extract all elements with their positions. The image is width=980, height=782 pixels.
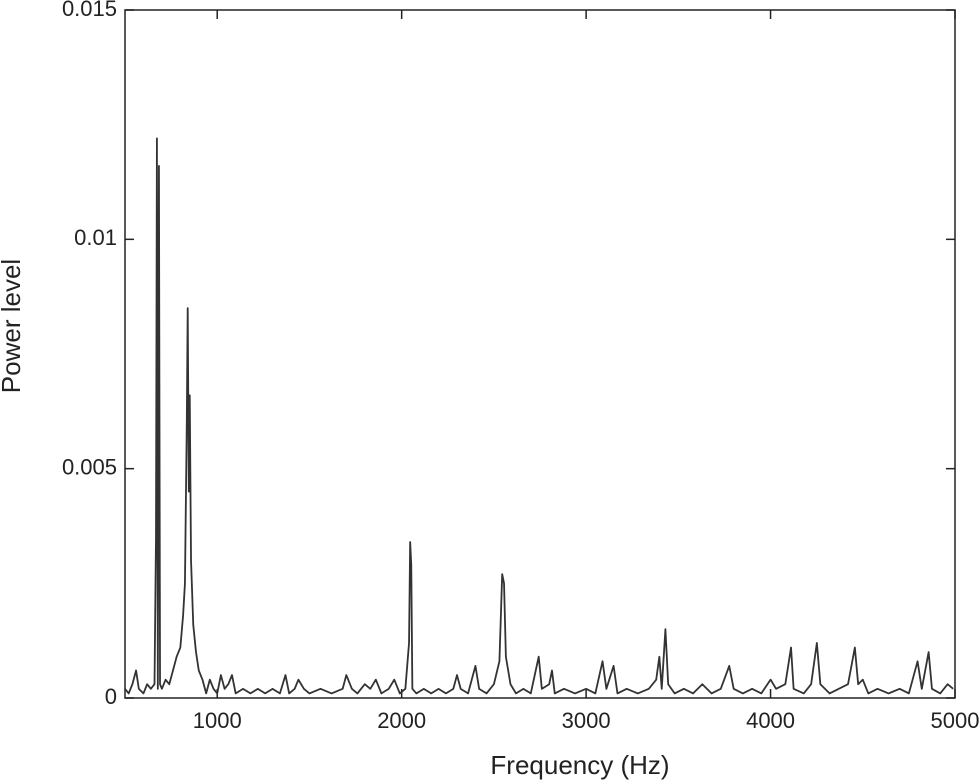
- x-tick-label: 1000: [193, 708, 242, 733]
- spectrum-line: [124, 137, 954, 695]
- y-axis-label: Power level: [0, 259, 26, 393]
- x-tick-label: 3000: [562, 708, 611, 733]
- y-tick-label: 0: [105, 684, 117, 709]
- plot-frame: [124, 9, 956, 699]
- x-tick-label: 4000: [746, 708, 795, 733]
- y-tick-label: 0.005: [62, 454, 117, 479]
- x-tick-label: 5000: [931, 708, 980, 733]
- x-tick-label: 2000: [377, 708, 426, 733]
- x-axis-label: Frequency (Hz): [490, 750, 669, 780]
- y-tick-label: 0.015: [62, 0, 117, 21]
- y-tick-label: 0.01: [74, 225, 117, 250]
